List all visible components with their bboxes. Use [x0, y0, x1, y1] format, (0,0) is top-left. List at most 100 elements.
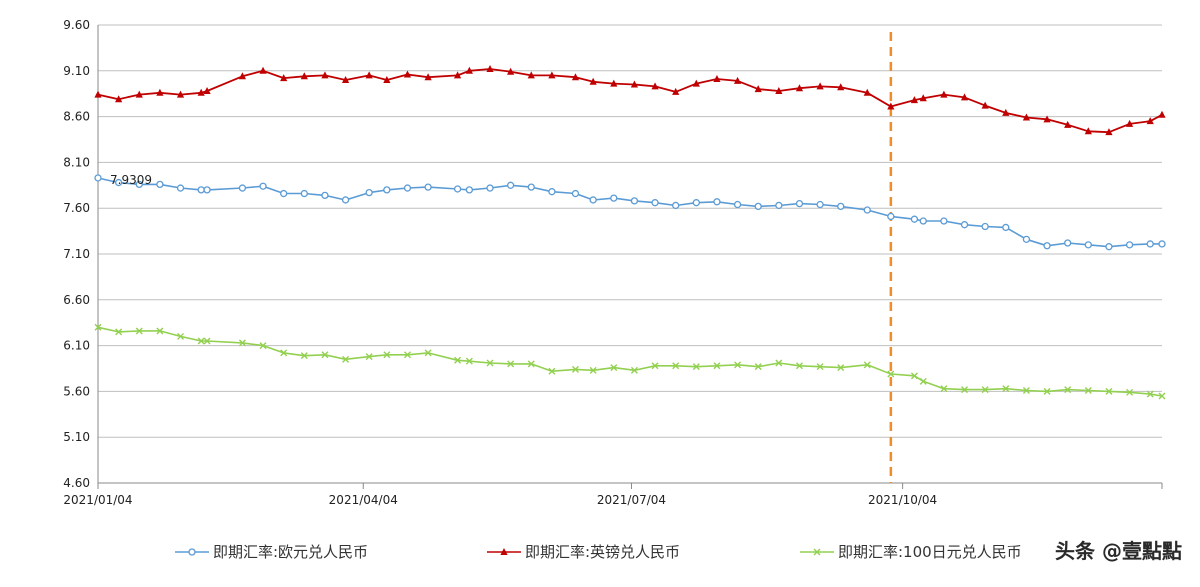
- data-point: [795, 362, 803, 370]
- data-point: [300, 189, 308, 198]
- data-point: [1064, 239, 1072, 247]
- data-point: [280, 74, 288, 82]
- data-point: [94, 174, 102, 182]
- y-tick-label: 4.60: [63, 476, 90, 490]
- data-point: [610, 79, 618, 87]
- data-point: [837, 364, 845, 372]
- data-point: [453, 185, 462, 193]
- data-point: [403, 184, 412, 192]
- data-point: [795, 199, 804, 208]
- data-point: [713, 362, 721, 370]
- y-tick-label: 8.60: [63, 110, 90, 124]
- y-tick-label: 8.10: [63, 155, 90, 169]
- series-line: [97, 326, 1163, 397]
- data-point: [1002, 385, 1010, 393]
- data-label: 7.9309: [110, 173, 152, 187]
- data-point: [500, 548, 508, 555]
- data-point: [94, 90, 102, 98]
- data-point: [365, 188, 373, 197]
- y-tick-label: 7.60: [63, 201, 90, 215]
- data-point: [1146, 240, 1154, 248]
- legend-label: 即期汇率:欧元兑人民币: [213, 543, 368, 561]
- data-point: [1002, 223, 1010, 232]
- data-point: [630, 197, 639, 205]
- x-tick-label: 2021/07/04: [597, 493, 666, 507]
- data-point: [919, 94, 927, 102]
- data-point: [816, 200, 824, 209]
- data-point: [1126, 388, 1134, 396]
- data-point: [672, 87, 680, 95]
- data-point: [527, 183, 535, 191]
- grid-lines: [98, 24, 1162, 438]
- data-point: [1084, 127, 1092, 135]
- data-point: [300, 352, 308, 360]
- data-point: [1022, 386, 1030, 394]
- series-line: [97, 177, 1162, 248]
- data-point: [1022, 113, 1031, 121]
- data-point: [507, 67, 515, 75]
- data-point: [775, 201, 783, 210]
- legend: 即期汇率:欧元兑人民币 即期汇率:英镑兑人民币 即期汇率:100日元兑人民币: [175, 543, 1022, 561]
- data-point: [981, 386, 989, 394]
- data-point: [887, 102, 895, 110]
- data-point: [733, 76, 742, 84]
- legend-item-0: 即期汇率:欧元兑人民币: [175, 543, 368, 561]
- data-point: [571, 73, 580, 81]
- data-point: [548, 367, 556, 375]
- data-point: [940, 217, 948, 225]
- data-point: [506, 181, 515, 189]
- data-point: [919, 377, 927, 385]
- y-tick-label: 9.60: [63, 18, 90, 32]
- data-point: [203, 337, 211, 345]
- y-tick-label: 6.60: [63, 293, 90, 307]
- y-tick-label: 5.10: [63, 430, 90, 444]
- data-point: [238, 339, 246, 347]
- data-point: [837, 202, 845, 211]
- data-point: [1043, 242, 1051, 250]
- data-point: [813, 548, 821, 556]
- data-point: [321, 351, 329, 359]
- data-point: [527, 360, 535, 368]
- data-point: [177, 332, 185, 340]
- legend-item-1: 即期汇率:英镑兑人民币: [487, 543, 680, 561]
- series-1: [94, 64, 1166, 136]
- data-point: [1105, 387, 1113, 395]
- data-point: [672, 362, 680, 370]
- data-point: [713, 198, 721, 206]
- data-point: [548, 71, 556, 79]
- data-point: [188, 548, 196, 556]
- data-point: [424, 183, 432, 191]
- data-point: [910, 96, 919, 104]
- data-point: [548, 188, 556, 196]
- data-point: [453, 71, 462, 79]
- data-point: [383, 75, 391, 83]
- data-point: [1043, 387, 1051, 395]
- data-point: [465, 66, 473, 74]
- data-point: [630, 366, 638, 374]
- y-tick-label: 5.60: [63, 384, 90, 398]
- annotations: 7.9309: [110, 173, 152, 187]
- data-point: [651, 362, 659, 370]
- data-point: [341, 196, 350, 204]
- series-2: [94, 323, 1166, 400]
- data-point: [203, 86, 211, 94]
- data-point: [1158, 392, 1166, 400]
- y-tick-label: 7.10: [63, 247, 90, 261]
- data-point: [1105, 243, 1113, 251]
- data-point: [610, 194, 618, 202]
- data-point: [1084, 241, 1092, 249]
- data-point: [424, 73, 432, 81]
- data-point: [571, 365, 579, 373]
- data-point: [135, 90, 143, 98]
- data-point: [197, 337, 205, 345]
- data-point: [486, 64, 494, 72]
- data-point: [156, 88, 164, 96]
- x-tick-label: 2021/01/04: [63, 493, 132, 507]
- data-point: [1084, 386, 1092, 394]
- data-point: [342, 355, 350, 363]
- data-point: [589, 77, 597, 85]
- data-point: [176, 184, 185, 192]
- data-point: [259, 342, 267, 350]
